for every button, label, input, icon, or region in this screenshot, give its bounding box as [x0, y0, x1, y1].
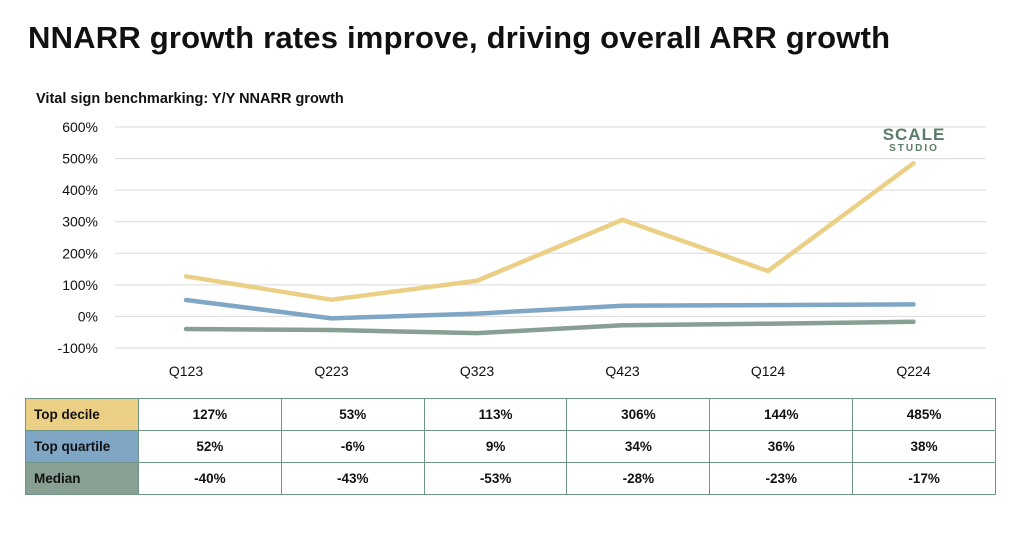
table-cell: 53% — [280, 398, 425, 431]
row-label: Top decile — [25, 398, 139, 431]
y-tick-label: 200% — [62, 245, 98, 261]
scale-studio-logo: SCALE STUDIO — [868, 126, 960, 154]
y-tick-label: 0% — [78, 308, 98, 324]
table-cell: 34% — [566, 430, 711, 463]
x-tick-label: Q123 — [169, 363, 203, 379]
table-cell: 113% — [423, 398, 568, 431]
table-cell: 485% — [852, 398, 996, 431]
x-tick-label: Q323 — [460, 363, 494, 379]
y-tick-label: 100% — [62, 277, 98, 293]
table-cell: 127% — [138, 398, 282, 431]
table-cell: -53% — [423, 462, 568, 495]
y-tick-label: 400% — [62, 182, 98, 198]
series-line-top-decile — [183, 161, 916, 302]
chart-subtitle: Vital sign benchmarking: Y/Y NNARR growt… — [36, 91, 344, 107]
series-line-median — [183, 319, 916, 336]
table-cell: -17% — [852, 462, 996, 495]
table-cell: 52% — [138, 430, 282, 463]
page-title: NNARR growth rates improve, driving over… — [28, 20, 891, 55]
table-row: Top decile 127% 53% 113% 306% 144% 485% — [25, 398, 996, 431]
y-tick-label: -100% — [58, 340, 98, 356]
table-cell: 36% — [709, 430, 854, 463]
x-tick-label: Q223 — [314, 363, 348, 379]
table-cell: -6% — [280, 430, 425, 463]
x-tick-label: Q224 — [896, 363, 930, 379]
row-label: Top quartile — [25, 430, 139, 463]
table-cell: 144% — [709, 398, 854, 431]
table-cell: 9% — [423, 430, 568, 463]
logo-line1: SCALE — [882, 125, 946, 144]
table-cell: 306% — [566, 398, 711, 431]
y-tick-label: 500% — [62, 151, 98, 167]
table-cell: -23% — [709, 462, 854, 495]
table-row: Top quartile 52% -6% 9% 34% 36% 38% — [25, 430, 996, 463]
x-tick-label: Q423 — [605, 363, 639, 379]
table-cell: -40% — [138, 462, 282, 495]
row-label: Median — [25, 462, 139, 495]
x-tick-label: Q124 — [751, 363, 785, 379]
y-tick-label: 600% — [62, 119, 98, 135]
y-tick-label: 300% — [62, 214, 98, 230]
table-row: Median -40% -43% -53% -28% -23% -17% — [25, 462, 996, 495]
logo-line2: STUDIO — [889, 143, 939, 154]
data-table: Top decile 127% 53% 113% 306% 144% 485% Top qua… — [25, 398, 996, 495]
series-line-top-quartile — [183, 297, 916, 321]
table-cell: 38% — [852, 430, 996, 463]
table-cell: -28% — [566, 462, 711, 495]
table-cell: -43% — [280, 462, 425, 495]
